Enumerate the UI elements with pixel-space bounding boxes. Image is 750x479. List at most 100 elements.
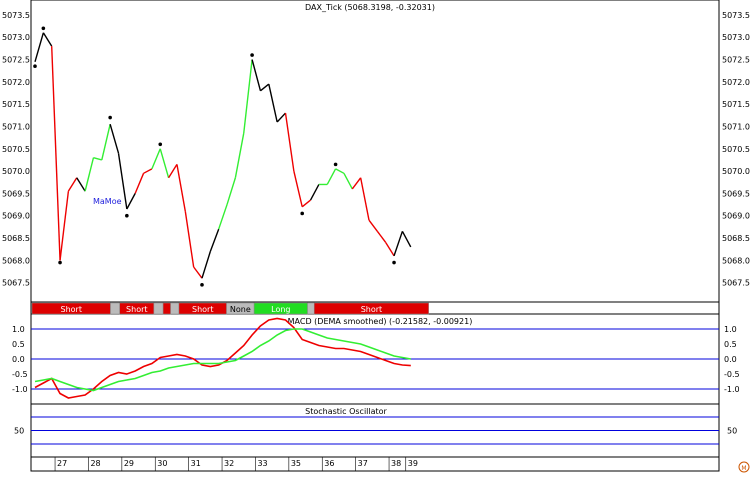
signal-segment-label: Short xyxy=(61,305,82,314)
price-y-tick-left: 5067.5 xyxy=(2,279,30,288)
macd-y-tick-left: 1.0 xyxy=(12,325,25,334)
price-line-segment xyxy=(301,199,311,208)
signal-segment-none xyxy=(110,302,120,315)
price-line-segment xyxy=(335,168,345,174)
stochastic-title: Stochastic Oscillator xyxy=(305,407,387,416)
macd-y-tick-left: 0.0 xyxy=(12,355,25,364)
price-line-segment xyxy=(134,173,145,194)
price-y-tick-right: 5071.0 xyxy=(722,122,750,131)
macd-y-tick-left: -0.5 xyxy=(12,370,28,379)
price-line-segment xyxy=(67,177,78,192)
price-line-segment xyxy=(168,164,178,179)
chart-grid-layer xyxy=(31,328,719,445)
price-series-layer xyxy=(34,32,412,279)
macd-y-tick-left: 0.5 xyxy=(12,340,25,349)
price-line-segment xyxy=(101,124,111,161)
price-line-segment xyxy=(76,177,86,192)
price-line-segment xyxy=(42,32,53,47)
price-line-segment xyxy=(251,59,262,91)
price-line-segment xyxy=(343,172,353,190)
date-tick-label: 38 xyxy=(391,459,401,468)
price-line-segment xyxy=(260,83,270,92)
signal-segment-short xyxy=(313,302,429,315)
price-line-segment xyxy=(326,168,337,185)
price-line-segment xyxy=(309,184,320,201)
price-y-tick-left: 5068.0 xyxy=(2,256,30,265)
price-line-segment xyxy=(159,148,170,178)
price-chart-title: DAX_Tick (5068.3198, -0.32031) xyxy=(305,3,435,12)
price-line-segment xyxy=(201,251,212,279)
date-tick-label: 32 xyxy=(224,459,234,468)
price-line-segment xyxy=(126,193,136,210)
price-y-tick-right: 5070.5 xyxy=(722,145,750,154)
price-y-tick-left: 5073.5 xyxy=(2,11,30,20)
date-tick-label: 30 xyxy=(157,459,167,468)
watermark-logo-icon: M xyxy=(738,461,750,473)
price-line-segment xyxy=(268,83,278,123)
price-marker-dot xyxy=(108,115,112,120)
macd-y-tick-right: -0.5 xyxy=(724,370,740,379)
price-line-segment xyxy=(284,112,295,172)
signal-segment-label: Short xyxy=(126,305,147,314)
price-line-segment xyxy=(218,204,228,230)
signal-segment-label: Long xyxy=(271,305,290,314)
svg-text:M: M xyxy=(741,465,746,472)
signal-segment-none xyxy=(153,302,164,315)
date-tick-label: 31 xyxy=(191,459,201,468)
date-tick-label: 29 xyxy=(124,459,134,468)
price-marker-dot xyxy=(158,142,163,147)
price-y-tick-left: 5069.5 xyxy=(2,189,30,198)
stochastic-y-tick-left: 50 xyxy=(14,427,24,436)
price-line-segment xyxy=(51,46,61,261)
macd-red-line xyxy=(34,317,411,399)
date-tick-label: 37 xyxy=(358,459,368,468)
price-marker-dot xyxy=(33,64,37,69)
price-y-tick-left: 5072.0 xyxy=(2,78,30,87)
price-line-segment xyxy=(385,242,395,257)
price-line-segment xyxy=(109,124,120,154)
signal-bar-layer: Short Short Short None Long Short xyxy=(31,302,429,315)
date-axis-frame xyxy=(30,456,720,472)
signal-segment-label: Short xyxy=(192,305,213,314)
price-marker-dot xyxy=(392,260,396,265)
price-y-tick-right: 5068.5 xyxy=(722,234,750,243)
price-marker-layer xyxy=(33,26,396,287)
price-marker-dot xyxy=(250,53,254,57)
price-line-segment xyxy=(176,164,186,212)
price-line-segment xyxy=(401,230,412,248)
price-y-tick-left: 5068.5 xyxy=(2,234,30,243)
price-line-segment xyxy=(226,177,237,205)
price-y-tick-left: 5070.0 xyxy=(2,167,30,176)
signal-segment-label: None xyxy=(230,305,251,314)
price-y-tick-right: 5072.5 xyxy=(722,56,750,65)
axis-label-layer: 5073.5 5073.5 5073.0 5073.0 5072.5 5072.5 5072… xyxy=(2,11,750,471)
price-y-tick-left: 5071.5 xyxy=(2,100,30,109)
price-line-segment xyxy=(34,32,45,62)
price-y-tick-right: 5068.0 xyxy=(722,256,750,265)
macd-y-tick-right: 1.0 xyxy=(724,325,737,334)
price-line-segment xyxy=(193,266,203,279)
macd-series-layer xyxy=(34,317,411,399)
price-y-tick-right: 5069.5 xyxy=(722,189,750,198)
macd-title: MACD (DEMA smoothed) (-0.21582, -0.00921… xyxy=(288,317,473,326)
date-tick-label: 27 xyxy=(57,459,67,468)
signal-segment-short xyxy=(162,302,171,315)
price-line-segment xyxy=(243,59,253,134)
date-tick-label: 39 xyxy=(408,459,418,468)
price-line-segment xyxy=(276,112,287,123)
price-panel-frame xyxy=(30,0,720,303)
price-line-segment xyxy=(93,157,102,161)
stochastic-y-tick-right: 50 xyxy=(727,427,737,436)
macd-y-tick-right: 0.0 xyxy=(724,355,737,364)
price-line-segment xyxy=(376,230,387,243)
price-line-segment xyxy=(359,177,370,221)
price-y-tick-right: 5073.0 xyxy=(722,33,750,42)
price-y-tick-left: 5073.0 xyxy=(2,33,30,42)
price-y-tick-left: 5071.0 xyxy=(2,122,30,131)
price-line-segment xyxy=(117,153,128,210)
price-line-segment xyxy=(184,211,195,268)
date-tick-label: 35 xyxy=(291,459,301,468)
price-y-tick-left: 5069.0 xyxy=(2,212,30,221)
price-line-segment xyxy=(151,148,161,170)
